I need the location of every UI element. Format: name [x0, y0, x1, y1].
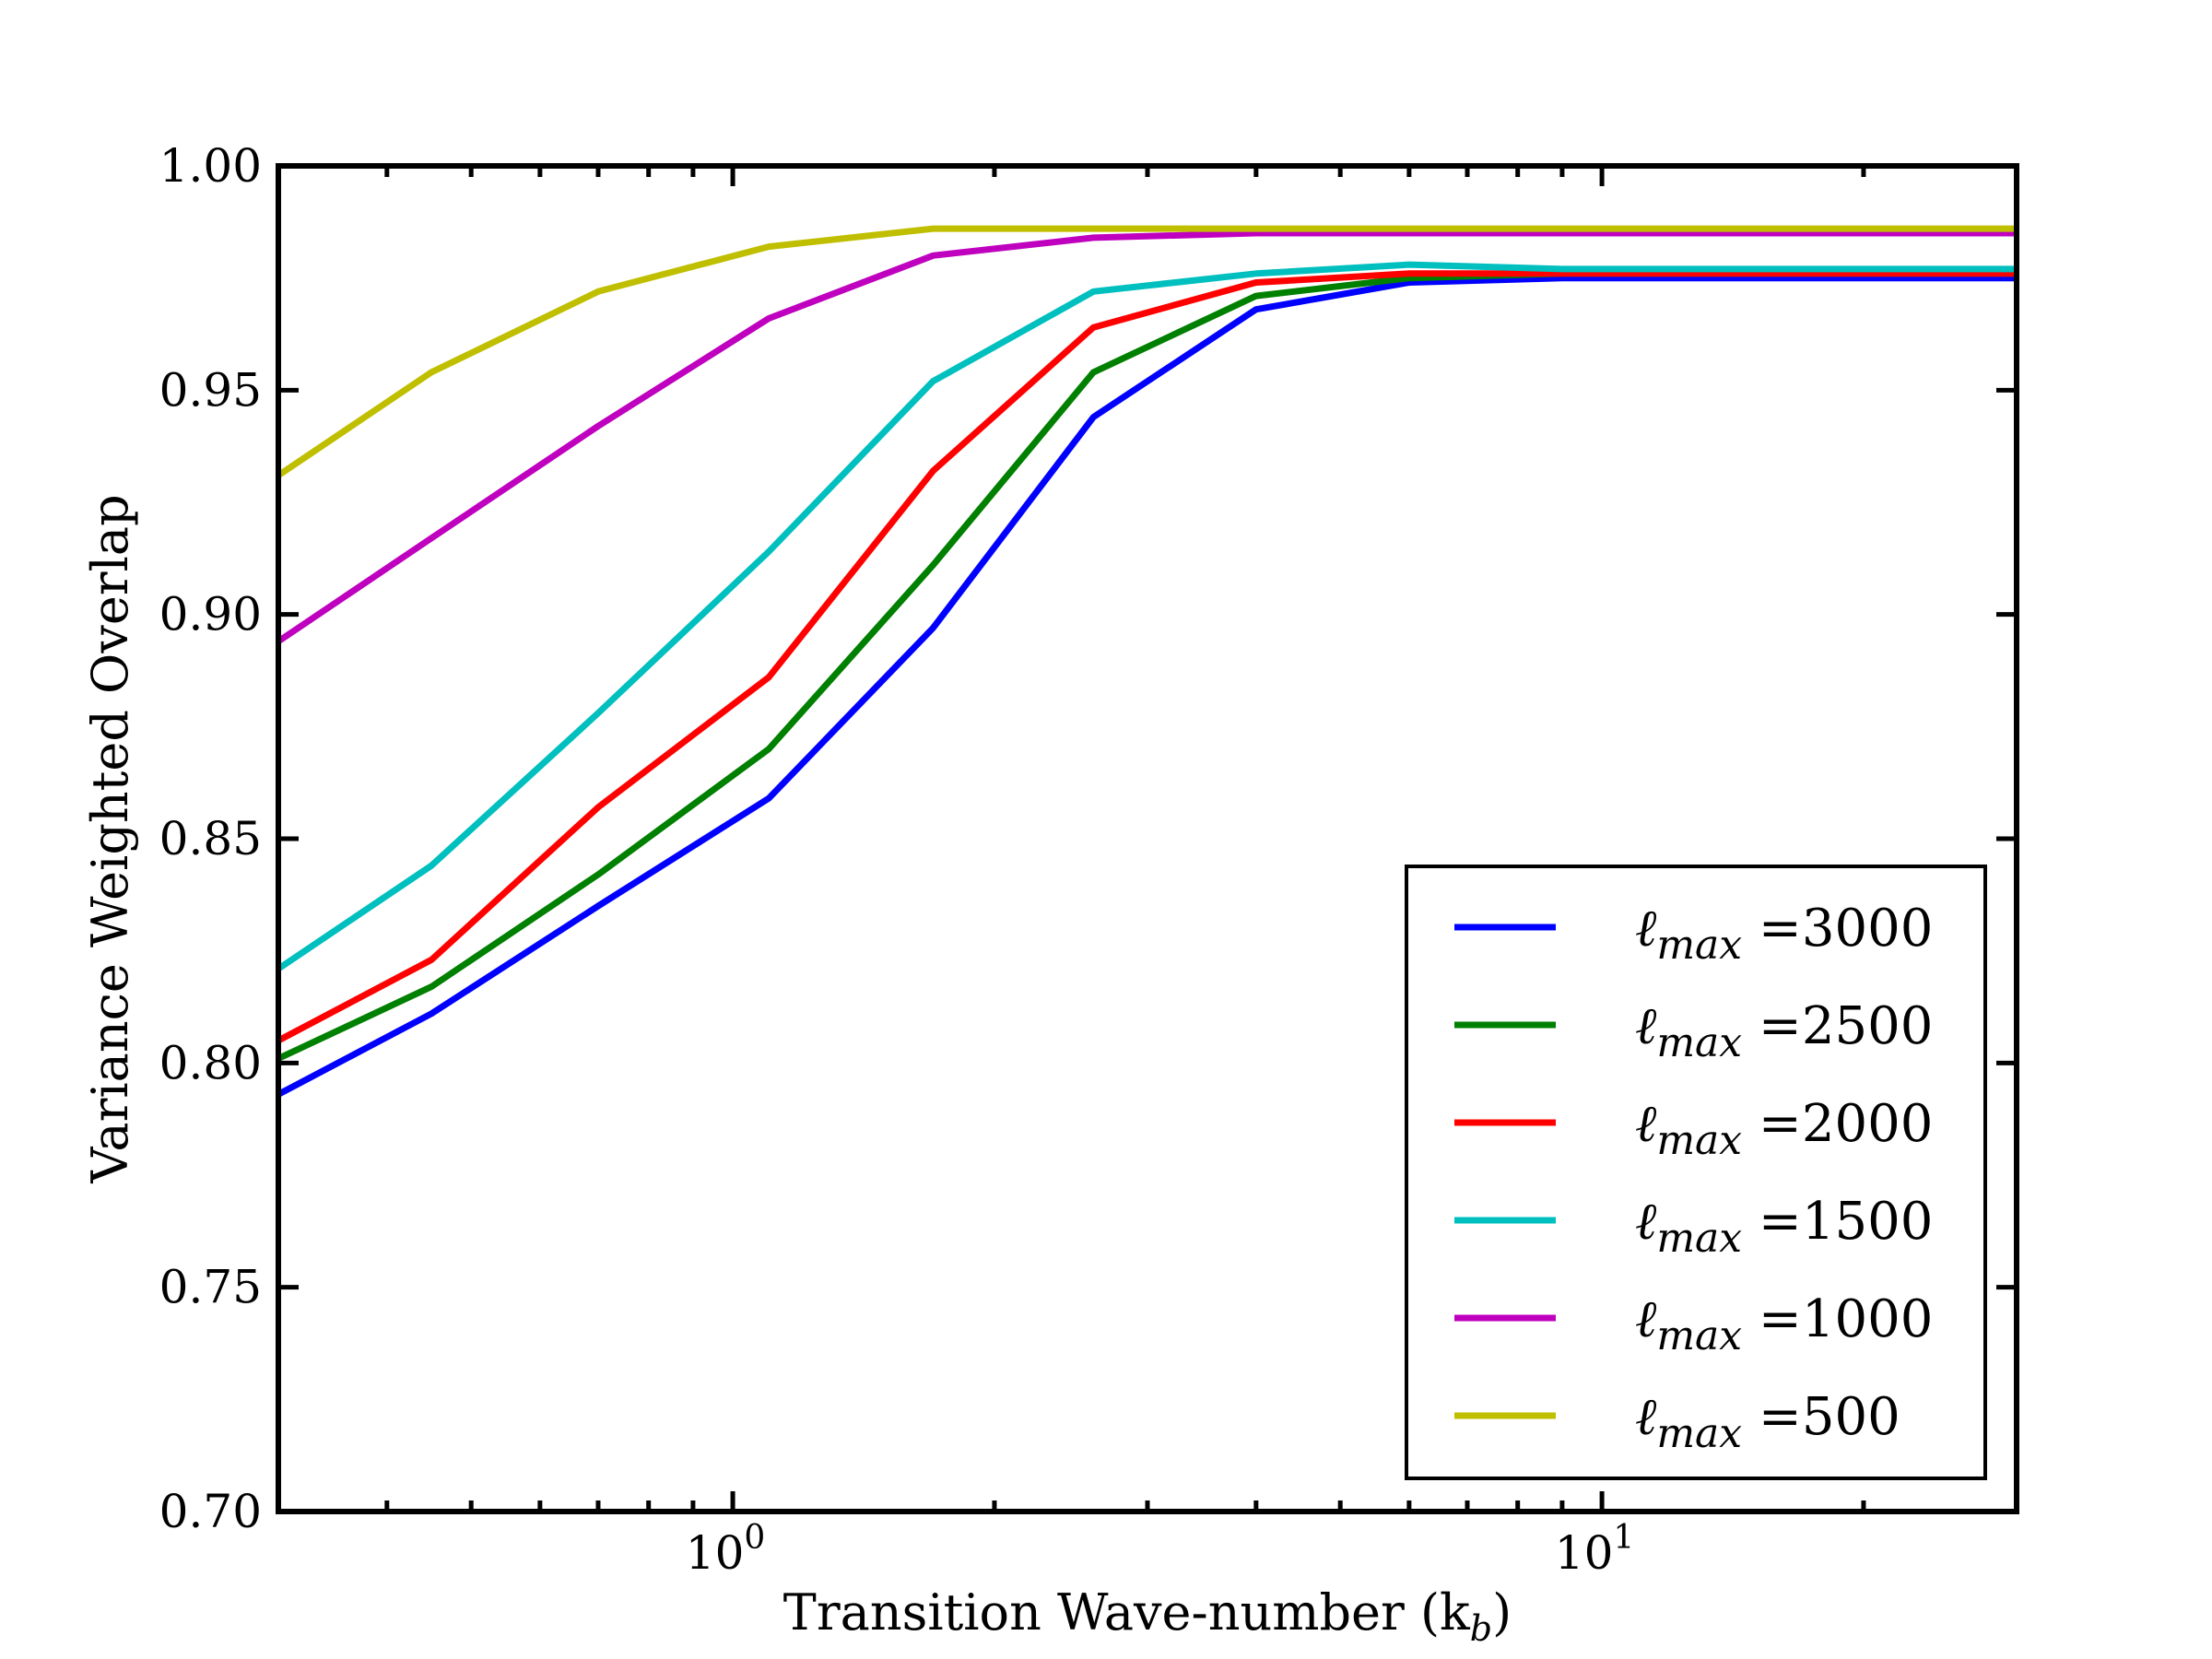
x-tick-label: 101 [1555, 1519, 1635, 1580]
y-tick-label: 0.80 [159, 1036, 262, 1089]
legend-box [1405, 865, 1987, 1480]
y-tick-label: 0.90 [159, 588, 262, 641]
y-tick-label: 0.70 [159, 1485, 262, 1538]
series-line-4 [276, 229, 2017, 644]
x-axis-label-close: ) [1492, 1583, 1512, 1641]
legend-subscript: max [1656, 1117, 1742, 1164]
x-tick-base: 10 [686, 1526, 745, 1580]
legend-ell: ℓ [1635, 1289, 1657, 1349]
legend-value: =2000 [1742, 1094, 1933, 1154]
x-axis-label-subscript: b [1470, 1608, 1492, 1649]
series-line-0 [276, 275, 2017, 1098]
legend-subscript: max [1656, 1410, 1742, 1457]
x-tick-base: 10 [1555, 1526, 1614, 1580]
legend-ell: ℓ [1635, 899, 1657, 959]
x-axis-label-text: Transition Wave-number (k [783, 1583, 1471, 1641]
legend-subscript: max [1656, 1312, 1742, 1359]
series-line-3 [276, 261, 2017, 972]
x-tick-exponent: 1 [1613, 1519, 1634, 1557]
legend-subscript: max [1656, 1019, 1742, 1066]
legend-subscript: max [1656, 1215, 1742, 1262]
series-line-2 [276, 270, 2017, 1044]
x-axis-label: Transition Wave-number (kb) [783, 1583, 1512, 1649]
y-tick-label: 1.00 [159, 139, 262, 193]
legend-value: =2500 [1742, 996, 1933, 1056]
legend-value: =3000 [1742, 899, 1933, 959]
legend-label-5: ℓmax =500 [1635, 1387, 1900, 1457]
legend-ell: ℓ [1635, 1387, 1657, 1447]
y-tick-label: 0.75 [159, 1261, 262, 1314]
legend-ell: ℓ [1635, 1094, 1657, 1154]
legend-label-1: ℓmax =2500 [1635, 996, 1933, 1066]
series-line-5 [276, 225, 2017, 478]
legend-value: =1500 [1742, 1192, 1933, 1252]
legend-label-0: ℓmax =3000 [1635, 899, 1933, 969]
legend-value: =500 [1742, 1387, 1900, 1447]
legend-label-4: ℓmax =1000 [1635, 1289, 1933, 1359]
y-tick-label: 0.95 [159, 363, 262, 417]
plot-area-frame [276, 163, 2019, 1514]
x-tick-label: 100 [686, 1519, 766, 1580]
series-layer [276, 225, 2017, 1098]
legend-ell: ℓ [1635, 1192, 1657, 1252]
x-tick-exponent: 0 [744, 1519, 765, 1557]
y-tick-label: 0.85 [159, 812, 262, 865]
legend-label-2: ℓmax =2000 [1635, 1094, 1933, 1164]
legend-ell: ℓ [1635, 996, 1657, 1056]
legend-label-3: ℓmax =1500 [1635, 1192, 1933, 1262]
y-axis-label: Variance Weighted Overlap [81, 494, 139, 1183]
legend-value: =1000 [1742, 1289, 1933, 1349]
legend-subscript: max [1656, 922, 1742, 969]
